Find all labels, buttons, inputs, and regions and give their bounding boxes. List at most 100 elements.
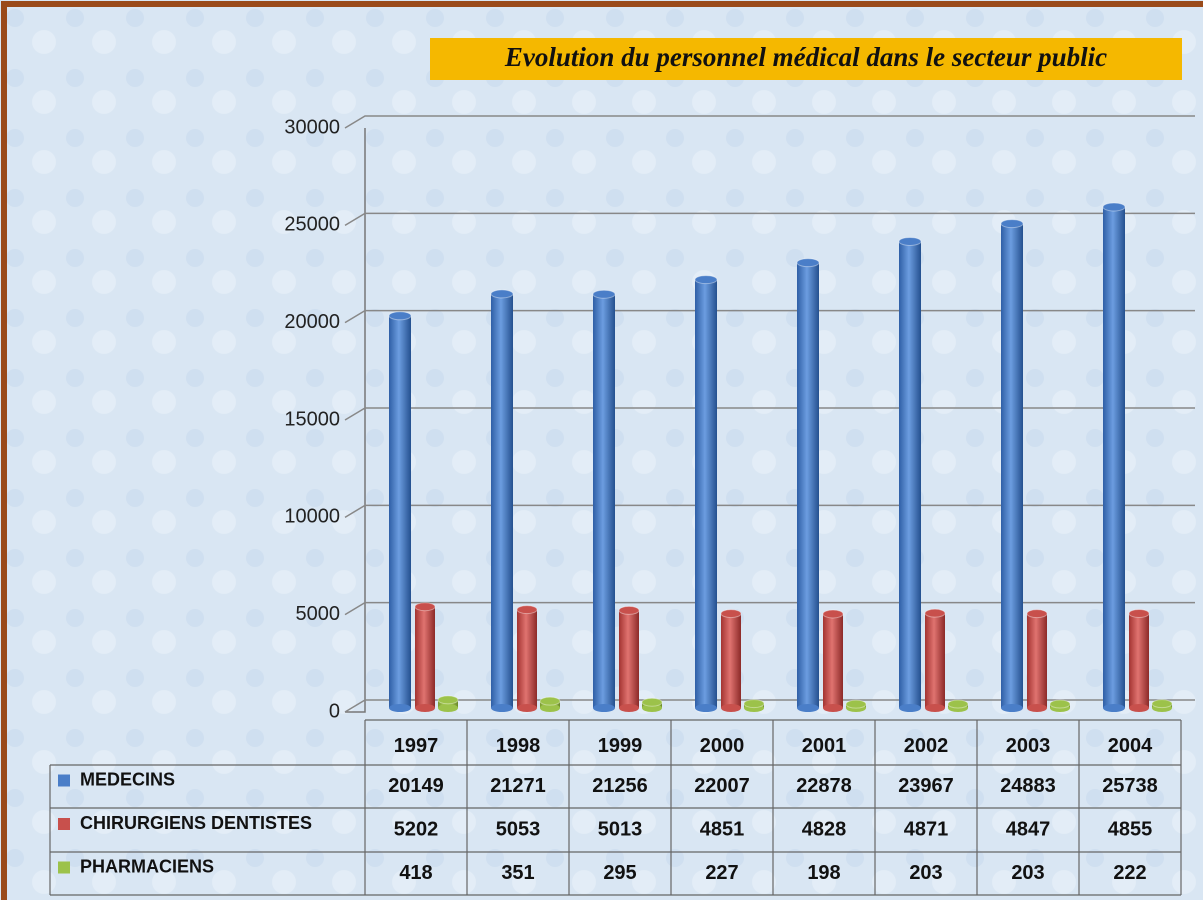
bar-top (924, 608, 946, 618)
table-value: 203 (1011, 862, 1044, 884)
bar (438, 699, 458, 708)
table-value: 23967 (898, 775, 954, 797)
x-tick-label: 1999 (598, 735, 643, 757)
bar-top (743, 699, 765, 709)
bar-top (641, 697, 663, 707)
legend-swatch (58, 774, 70, 787)
table-value: 25738 (1102, 775, 1158, 797)
bar-base (517, 704, 537, 712)
y-tick-label: 0 (329, 700, 340, 722)
bar-base (925, 704, 945, 712)
bar-base (1027, 704, 1047, 712)
bar (1001, 223, 1023, 708)
bar-top (822, 609, 844, 619)
table-value: 22878 (796, 775, 852, 797)
table-value: 4855 (1108, 818, 1153, 840)
bar-top (516, 605, 538, 615)
bar-top (490, 289, 514, 299)
x-tick-label: 2002 (904, 735, 949, 757)
bar-top (898, 236, 922, 246)
bar-base (540, 704, 560, 712)
bar-base (438, 704, 458, 712)
bar (1103, 206, 1125, 709)
legend-swatch (58, 861, 70, 874)
bar-top (1049, 699, 1071, 709)
bar-top (592, 289, 616, 299)
bar-top (694, 275, 718, 285)
bar-top (796, 258, 820, 268)
bar-top (437, 695, 459, 705)
bar (695, 279, 717, 708)
bar-top (539, 696, 561, 706)
bar-base (389, 704, 411, 712)
bar-top (1151, 699, 1173, 709)
bar-base (619, 704, 639, 712)
bar-top (1026, 609, 1048, 619)
table-value: 4851 (700, 818, 745, 840)
bar (619, 610, 639, 708)
table-value: 24883 (1000, 775, 1056, 797)
bar-base (899, 704, 921, 712)
bar (721, 613, 741, 708)
table-value: 21271 (490, 775, 546, 797)
y-tick-label: 20000 (284, 311, 340, 333)
x-tick-label: 2001 (802, 735, 847, 757)
bar-base (1129, 704, 1149, 712)
table-value: 295 (603, 862, 636, 884)
legend-label: CHIRURGIENS DENTISTES (80, 813, 312, 833)
y-tick-label: 10000 (284, 506, 340, 528)
bar (1129, 613, 1149, 708)
table-value: 203 (909, 862, 942, 884)
table-value: 4871 (904, 818, 949, 840)
x-tick-label: 1998 (496, 735, 541, 757)
table-value: 5202 (394, 818, 439, 840)
table-value: 4828 (802, 818, 847, 840)
table-value: 21256 (592, 775, 648, 797)
table-value: 5013 (598, 818, 643, 840)
table-value: 418 (399, 862, 432, 884)
bar-top (720, 609, 742, 619)
x-tick-label: 2000 (700, 735, 745, 757)
x-tick-label: 1997 (394, 735, 439, 757)
bar-base (797, 704, 819, 712)
bar-base (415, 704, 435, 712)
bar-base (1103, 704, 1125, 712)
grid-line (344, 212, 1195, 226)
table-value: 351 (501, 862, 534, 884)
legend-swatch (58, 818, 70, 830)
bar (797, 262, 819, 708)
bar (389, 315, 411, 708)
y-tick-label: 25000 (284, 214, 340, 236)
grid-line (344, 115, 1195, 129)
bar-top (618, 605, 640, 615)
bar (491, 293, 513, 708)
table-value: 22007 (694, 775, 750, 797)
bar (823, 614, 843, 708)
table-value: 4847 (1006, 818, 1051, 840)
bar-base (593, 704, 615, 712)
bar (593, 294, 615, 708)
bar-base (823, 704, 843, 712)
bar-top (1128, 608, 1150, 618)
legend-label: PHARMACIENS (80, 856, 214, 876)
bar (517, 609, 537, 708)
table-value: 222 (1113, 862, 1146, 884)
title-box (430, 38, 1182, 80)
bar-base (1001, 704, 1023, 712)
x-tick-label: 2003 (1006, 735, 1051, 757)
legend-label: MEDECINS (80, 769, 175, 789)
y-tick-label: 15000 (284, 408, 340, 430)
bar-base (491, 704, 513, 712)
table-value: 198 (807, 862, 840, 884)
y-tick-label: 30000 (284, 116, 340, 138)
bar-top (388, 311, 412, 321)
bar (899, 241, 921, 709)
bar (415, 606, 435, 708)
bar-top (1000, 219, 1024, 229)
bar-top (947, 699, 969, 709)
table-value: 5053 (496, 818, 541, 840)
axis-wall (345, 128, 366, 713)
x-tick-label: 2004 (1108, 735, 1153, 757)
